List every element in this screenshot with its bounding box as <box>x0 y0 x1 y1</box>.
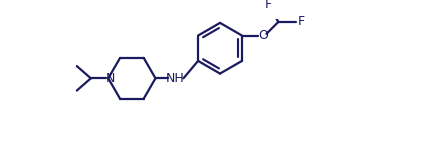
Text: F: F <box>264 0 272 11</box>
Text: NH: NH <box>165 72 184 85</box>
Text: N: N <box>106 72 115 85</box>
Text: O: O <box>258 29 268 42</box>
Text: F: F <box>297 15 305 28</box>
